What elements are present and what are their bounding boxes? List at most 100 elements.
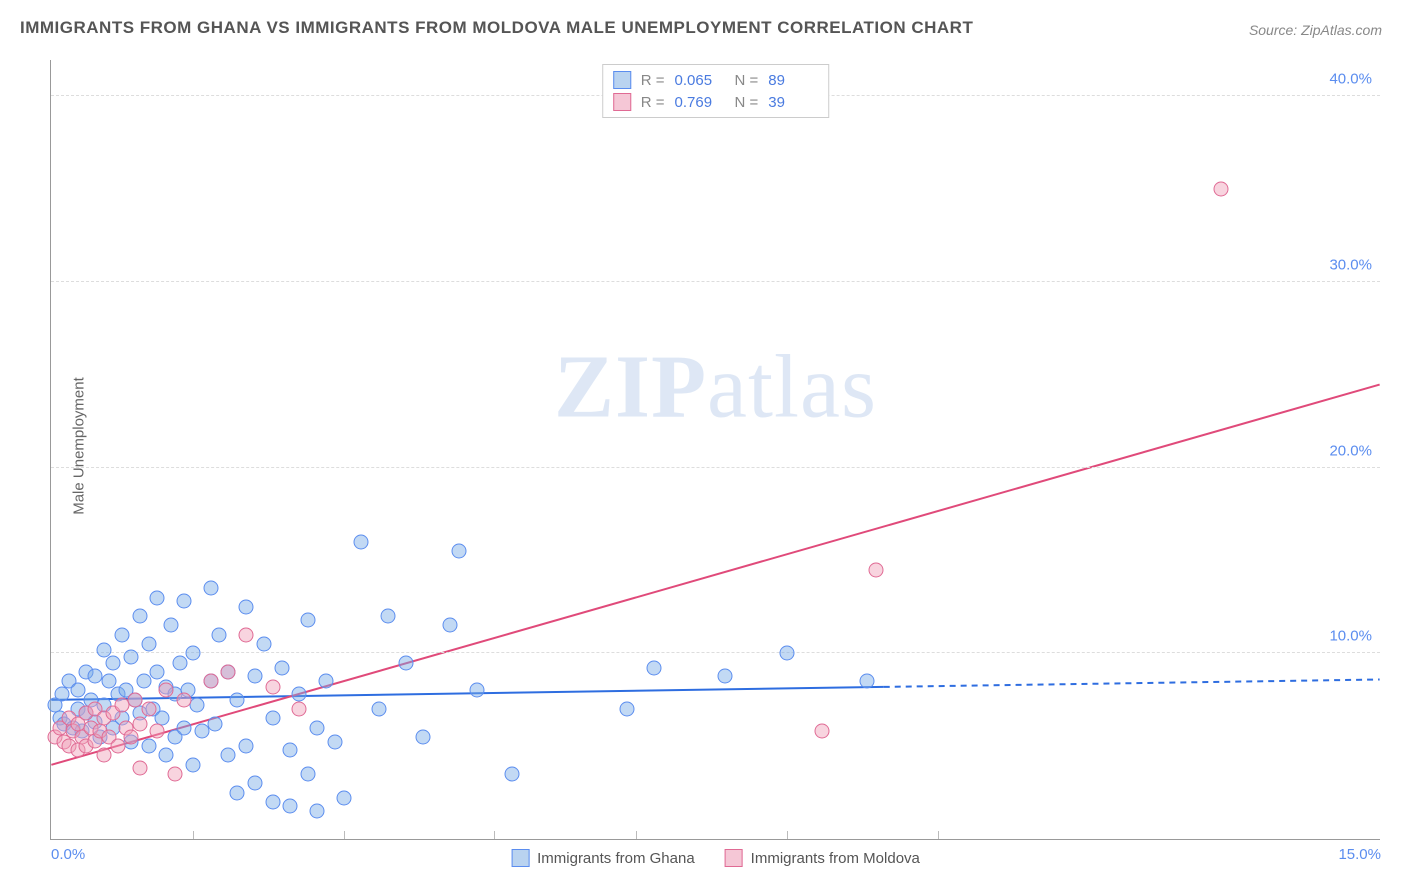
data-point <box>190 698 205 713</box>
data-point <box>159 683 174 698</box>
data-point <box>646 661 661 676</box>
data-point <box>318 674 333 689</box>
data-point <box>327 735 342 750</box>
trend-lines-svg <box>51 60 1380 839</box>
data-point <box>141 702 156 717</box>
data-point <box>815 724 830 739</box>
data-point <box>256 637 271 652</box>
data-point <box>505 767 520 782</box>
x-grid-tick <box>344 831 345 839</box>
data-point <box>150 590 165 605</box>
data-point <box>54 687 69 702</box>
x-grid-tick <box>494 831 495 839</box>
data-point <box>141 739 156 754</box>
legend-swatch <box>511 849 529 867</box>
data-point <box>203 581 218 596</box>
data-point <box>310 720 325 735</box>
data-point <box>265 711 280 726</box>
data-point <box>265 794 280 809</box>
legend-swatch <box>613 71 631 89</box>
r-label: R = <box>641 94 665 111</box>
data-point <box>123 729 138 744</box>
x-tick-label: 0.0% <box>51 846 85 863</box>
data-point <box>283 798 298 813</box>
data-point <box>163 618 178 633</box>
x-grid-tick <box>787 831 788 839</box>
data-point <box>212 627 227 642</box>
x-grid-tick <box>193 831 194 839</box>
data-point <box>230 785 245 800</box>
data-point <box>301 767 316 782</box>
y-tick-label: 10.0% <box>1329 628 1372 645</box>
data-point <box>150 664 165 679</box>
y-gridline <box>51 652 1380 653</box>
data-point <box>185 757 200 772</box>
data-point <box>336 791 351 806</box>
chart-title: IMMIGRANTS FROM GHANA VS IMMIGRANTS FROM… <box>20 18 973 38</box>
data-point <box>354 534 369 549</box>
y-tick-label: 20.0% <box>1329 442 1372 459</box>
legend-swatch <box>613 93 631 111</box>
data-point <box>221 748 236 763</box>
x-tick-label: 15.0% <box>1338 846 1381 863</box>
data-point <box>239 599 254 614</box>
data-point <box>310 804 325 819</box>
data-point <box>132 761 147 776</box>
data-point <box>779 646 794 661</box>
data-point <box>372 702 387 717</box>
data-point <box>150 724 165 739</box>
data-point <box>868 562 883 577</box>
data-point <box>469 683 484 698</box>
data-point <box>443 618 458 633</box>
y-gridline <box>51 281 1380 282</box>
legend-correlation-row: R =0.769N =39 <box>613 91 819 113</box>
source-attribution: Source: ZipAtlas.com <box>1249 22 1382 38</box>
data-point <box>265 679 280 694</box>
data-point <box>859 674 874 689</box>
data-point <box>123 650 138 665</box>
data-point <box>292 702 307 717</box>
y-tick-label: 40.0% <box>1329 71 1372 88</box>
legend-series-label: Immigrants from Ghana <box>537 850 695 867</box>
data-point <box>239 739 254 754</box>
r-value: 0.065 <box>675 72 725 89</box>
data-point <box>717 668 732 683</box>
data-point <box>110 739 125 754</box>
data-point <box>208 716 223 731</box>
data-point <box>380 609 395 624</box>
legend-series: Immigrants from Ghana Immigrants from Mol… <box>511 849 920 867</box>
data-point <box>247 776 262 791</box>
x-grid-tick <box>938 831 939 839</box>
data-point <box>132 716 147 731</box>
data-point <box>132 609 147 624</box>
legend-swatch <box>725 849 743 867</box>
legend-correlation: R =0.065N =89R =0.769N =39 <box>602 64 830 118</box>
data-point <box>247 668 262 683</box>
data-point <box>70 683 85 698</box>
data-point <box>221 664 236 679</box>
data-point <box>239 627 254 642</box>
data-point <box>398 655 413 670</box>
n-value: 89 <box>768 72 818 89</box>
data-point <box>114 627 129 642</box>
data-point <box>141 637 156 652</box>
data-point <box>203 674 218 689</box>
x-grid-tick <box>636 831 637 839</box>
data-point <box>168 767 183 782</box>
legend-series-item: Immigrants from Ghana <box>511 849 695 867</box>
y-gridline <box>51 467 1380 468</box>
legend-series-label: Immigrants from Moldova <box>751 850 920 867</box>
data-point <box>620 702 635 717</box>
data-point <box>416 729 431 744</box>
r-value: 0.769 <box>675 94 725 111</box>
data-point <box>97 748 112 763</box>
legend-correlation-row: R =0.065N =89 <box>613 69 819 91</box>
legend-series-item: Immigrants from Moldova <box>725 849 920 867</box>
data-point <box>128 692 143 707</box>
data-point <box>177 594 192 609</box>
data-point <box>230 692 245 707</box>
data-point <box>172 655 187 670</box>
data-point <box>185 646 200 661</box>
data-point <box>106 655 121 670</box>
data-point <box>177 720 192 735</box>
